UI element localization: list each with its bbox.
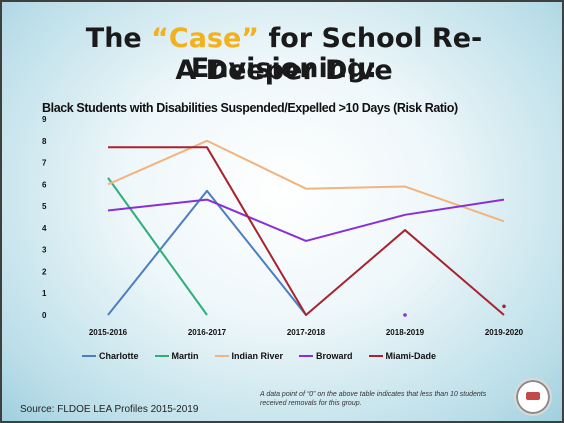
title-text-1: The (85, 23, 152, 54)
legend-swatch-martin (154, 355, 169, 357)
y-tick-label: 1 (42, 289, 47, 298)
y-tick-label: 4 (42, 224, 47, 233)
y-tick-label: 2 (42, 267, 47, 276)
legend-swatch-charlotte (82, 355, 96, 357)
legend-label-miami-dade: Miami-Dade (385, 351, 437, 361)
point-marker-broward (403, 313, 407, 317)
point-markers (403, 304, 506, 317)
x-axis-ticks: 2015-2016 2016-2017 2017-2018 2018-2019 2019… (89, 328, 524, 337)
slide-title: The “Case” for School Re-Envisioning: (2, 23, 562, 84)
series-line-miami-dade (108, 146, 505, 316)
x-tick-label: 2017-2018 (287, 328, 326, 337)
organization-seal (514, 378, 552, 416)
series-line-broward (107, 198, 505, 242)
y-tick-label: 5 (42, 202, 47, 211)
legend-label-charlotte: Charlotte (99, 351, 139, 361)
y-tick-label: 9 (42, 115, 47, 124)
source-note: Source: FLDOE LEA Profiles 2015-2019 (20, 404, 199, 415)
legend-item-miami-dade: Miami-Dade (368, 351, 437, 361)
legend-item-indian-river: Indian River (214, 351, 284, 361)
x-tick-label: 2019-2020 (485, 328, 524, 337)
series-line-charlotte (107, 189, 307, 316)
slide-title-line-2: A Deeper Dive (175, 55, 393, 86)
chart-legend: Charlotte Martin Indian River Broward Mi… (82, 349, 436, 363)
series-line-martin (107, 177, 208, 316)
series-lines (107, 139, 505, 316)
legend-item-martin: Martin (154, 351, 199, 361)
point-marker-miami-dade (502, 304, 506, 309)
legend-item-broward: Broward (299, 351, 353, 361)
chart-title: Black Students with Disabilities Suspend… (42, 101, 458, 115)
x-tick-label: 2016-2017 (188, 328, 227, 337)
title-text-2: for School Re-Envisioning: (190, 23, 483, 84)
legend-swatch-broward (299, 355, 314, 357)
legend-item-charlotte: Charlotte (82, 351, 139, 361)
x-tick-label: 2015-2016 (89, 328, 128, 337)
y-tick-label: 3 (42, 246, 47, 255)
legend-label-indian-river: Indian River (231, 351, 284, 361)
legend-swatch-miami-dade (368, 355, 383, 357)
x-tick-label: 2018-2019 (386, 328, 425, 337)
legend-label-broward: Broward (316, 351, 353, 361)
legend-label-martin: Martin (171, 351, 199, 361)
footnote: A data point of “0” on the above table i… (260, 391, 487, 407)
y-tick-label: 8 (42, 137, 47, 146)
y-tick-label: 0 (42, 311, 47, 320)
y-tick-label: 6 (42, 180, 47, 189)
y-tick-label: 7 (42, 159, 47, 168)
legend-swatch-indian-river (214, 355, 229, 357)
title-case-word: “Case” (151, 23, 260, 54)
y-axis-ticks: 0 1 2 3 4 5 6 7 8 9 (42, 115, 47, 320)
series-line-indian-river (107, 139, 505, 223)
